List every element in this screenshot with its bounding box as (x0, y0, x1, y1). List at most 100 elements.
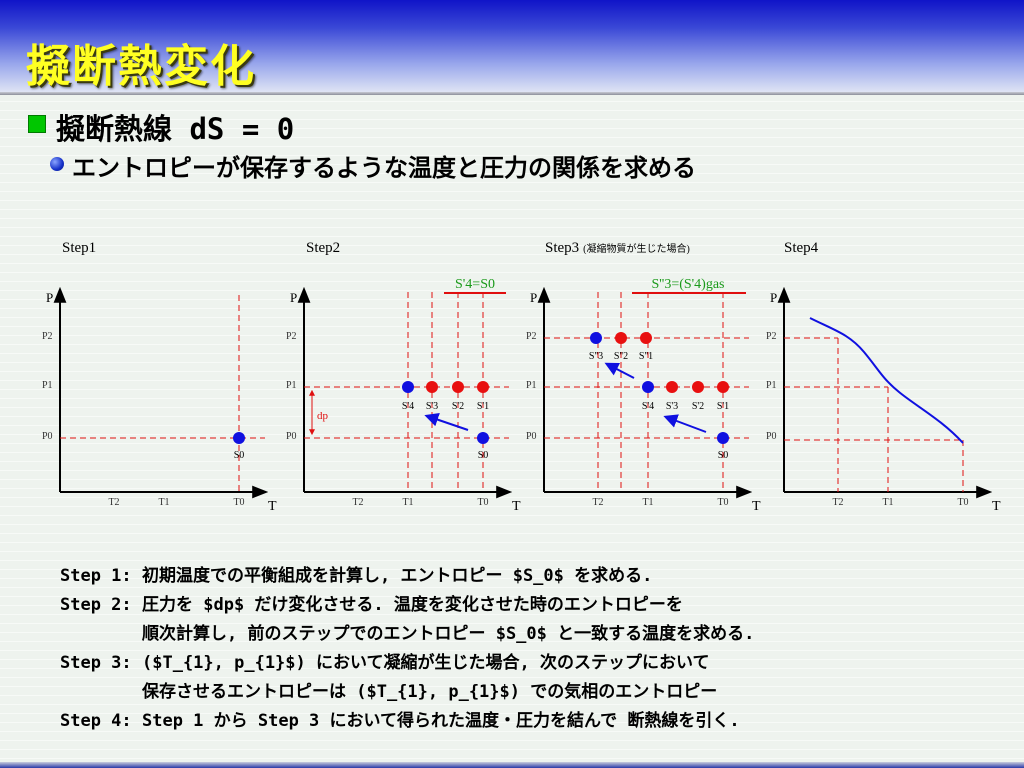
x-tick-label: T0 (957, 497, 968, 508)
transition-arrow (663, 414, 707, 433)
x-tick-label: T1 (158, 497, 169, 508)
point-label: S''1 (639, 351, 653, 362)
state-point (426, 381, 438, 393)
y-tick-label: P0 (42, 431, 53, 442)
x-tick-label: T2 (592, 497, 603, 508)
state-point (590, 332, 602, 344)
step-text: 順次計算し, 前のステップでのエントロピー $S_0$ と一致する温度を求める. (142, 624, 755, 644)
point-label: S0 (718, 450, 729, 461)
step1-panel: Step1 P T P2 P1 P0 T2 T1 T0 S0 (42, 240, 277, 514)
step-label: Step 4: (60, 711, 132, 731)
title-divider (0, 92, 1024, 95)
state-point (477, 381, 489, 393)
point-label: S''3 (589, 351, 603, 362)
state-point (692, 381, 704, 393)
x-tick-label: T1 (642, 497, 653, 508)
step-description-line: Step 3: ($T_{1}, p_{1}$) において凝縮が生じた場合, 次の… (60, 649, 754, 678)
step-text: ($T_{1}, p_{1}$) において凝縮が生じた場合, 次のステップにおい… (142, 653, 710, 673)
step-text: Step 1 から Step 3 において得られた温度・圧力を結んで 断熱線を引… (142, 711, 740, 731)
point-label: S'1 (477, 401, 489, 412)
step-text: 圧力を $dp$ だけ変化させる. 温度を変化させた時のエントロピーを (142, 595, 683, 615)
y-axis-label: P (530, 290, 537, 305)
y-tick-label: P1 (42, 380, 53, 391)
point-label: S'4 (642, 401, 654, 412)
x-tick-label: T0 (717, 497, 728, 508)
point-label: S0 (234, 450, 245, 461)
annotation-label: S'4=S0 (455, 277, 495, 292)
green-square-bullet-icon (28, 115, 46, 133)
y-tick-label: P0 (286, 431, 297, 442)
bullet-level1-text: 擬断熱線 dS = 0 (56, 112, 295, 146)
bullet-level2-text: エントロピーが保存するような温度と圧力の関係を求める (72, 154, 696, 182)
y-tick-label: P2 (42, 331, 53, 342)
panel-label: Step1 (62, 240, 96, 256)
point-label: S''2 (614, 351, 628, 362)
x-tick-label: T2 (108, 497, 119, 508)
state-point-s0 (233, 432, 245, 444)
point-label: S'2 (452, 401, 464, 412)
transition-arrow (604, 362, 635, 379)
slide-title: 擬断熱変化 (26, 41, 256, 92)
state-point-s0 (477, 432, 489, 444)
y-tick-label: P2 (286, 331, 297, 342)
y-tick-label: P0 (526, 431, 537, 442)
blue-dot-bullet-icon (50, 157, 64, 171)
x-tick-label: T1 (402, 497, 413, 508)
panel-label: Step3 (凝縮物質が生じた場合) (545, 240, 690, 256)
point-label: S'4 (402, 401, 414, 412)
y-tick-label: P1 (766, 380, 777, 391)
adiabat-step-diagrams: Step1 P T P2 P1 P0 T2 T1 T0 S0 Step2 P T P2 P1 P0 T2 T1 T0… (42, 240, 1001, 514)
panel-sublabel: (凝縮物質が生じた場合) (583, 242, 690, 255)
state-point (402, 381, 414, 393)
x-tick-label: T1 (882, 497, 893, 508)
y-axis-label: P (46, 290, 53, 305)
x-tick-label: T0 (477, 497, 488, 508)
point-label: S'2 (692, 401, 704, 412)
step4-panel: Step4 P T P2 P1 P0 T2 T1 T0 (766, 240, 1001, 514)
state-point (452, 381, 464, 393)
transition-arrow (424, 412, 469, 431)
y-axis-label: P (770, 290, 777, 305)
footer-rule (0, 762, 1024, 768)
step-description-line: Step 1: 初期温度での平衡組成を計算し, エントロピー $S_0$ を求める… (60, 562, 754, 591)
x-axis-label: T (268, 499, 277, 514)
state-point-s0 (717, 432, 729, 444)
y-tick-label: P2 (766, 331, 777, 342)
step2-panel: Step2 P T P2 P1 P0 T2 T1 T0 S'4=S0 dp S'4 S'3 S'2 S'1 S… (286, 240, 521, 514)
point-label: S'3 (666, 401, 678, 412)
panel-label: Step4 (784, 240, 819, 256)
x-axis-label: T (752, 499, 761, 514)
point-label: S'1 (717, 401, 729, 412)
point-label: S'3 (426, 401, 438, 412)
step3-panel: Step3 (凝縮物質が生じた場合) P T P2 P1 P0 T2 T1 T0 S''3=(S'4… (526, 240, 761, 514)
step-description-line: 保存させるエントロピーは ($T_{1}, p_{1}$) での気相のエントロピ… (60, 678, 754, 707)
y-tick-label: P0 (766, 431, 777, 442)
step-description-line: Step 4: Step 1 から Step 3 において得られた温度・圧力を結ん… (60, 707, 754, 736)
state-point (642, 381, 654, 393)
x-tick-label: T2 (832, 497, 843, 508)
state-point (666, 381, 678, 393)
panel-label: Step2 (306, 240, 340, 256)
step-description-line: Step 2: 圧力を $dp$ だけ変化させる. 温度を変化させた時のエントロピ… (60, 591, 754, 620)
annotation-label: S''3=(S'4)gas (651, 277, 724, 292)
step-label: Step 2: (60, 595, 132, 615)
step-text: 初期温度での平衡組成を計算し, エントロピー $S_0$ を求める. (142, 566, 653, 586)
x-tick-label: T0 (233, 497, 244, 508)
dp-label: dp (317, 410, 329, 422)
step-description-line: 順次計算し, 前のステップでのエントロピー $S_0$ と一致する温度を求める. (60, 620, 754, 649)
x-axis-label: T (992, 499, 1001, 514)
y-tick-label: P1 (526, 380, 537, 391)
state-point (717, 381, 729, 393)
title-bar (0, 0, 1024, 92)
adiabat-curve (809, 317, 964, 444)
x-axis-label: T (512, 499, 521, 514)
step-text: 保存させるエントロピーは ($T_{1}, p_{1}$) での気相のエントロピ… (142, 682, 718, 702)
step-descriptions: Step 1: 初期温度での平衡組成を計算し, エントロピー $S_0$ を求める… (60, 562, 754, 736)
y-tick-label: P2 (526, 331, 537, 342)
step-label: Step 3: (60, 653, 132, 673)
point-label: S0 (478, 450, 489, 461)
y-axis-label: P (290, 290, 297, 305)
x-tick-label: T2 (352, 497, 363, 508)
y-tick-label: P1 (286, 380, 297, 391)
state-point (640, 332, 652, 344)
